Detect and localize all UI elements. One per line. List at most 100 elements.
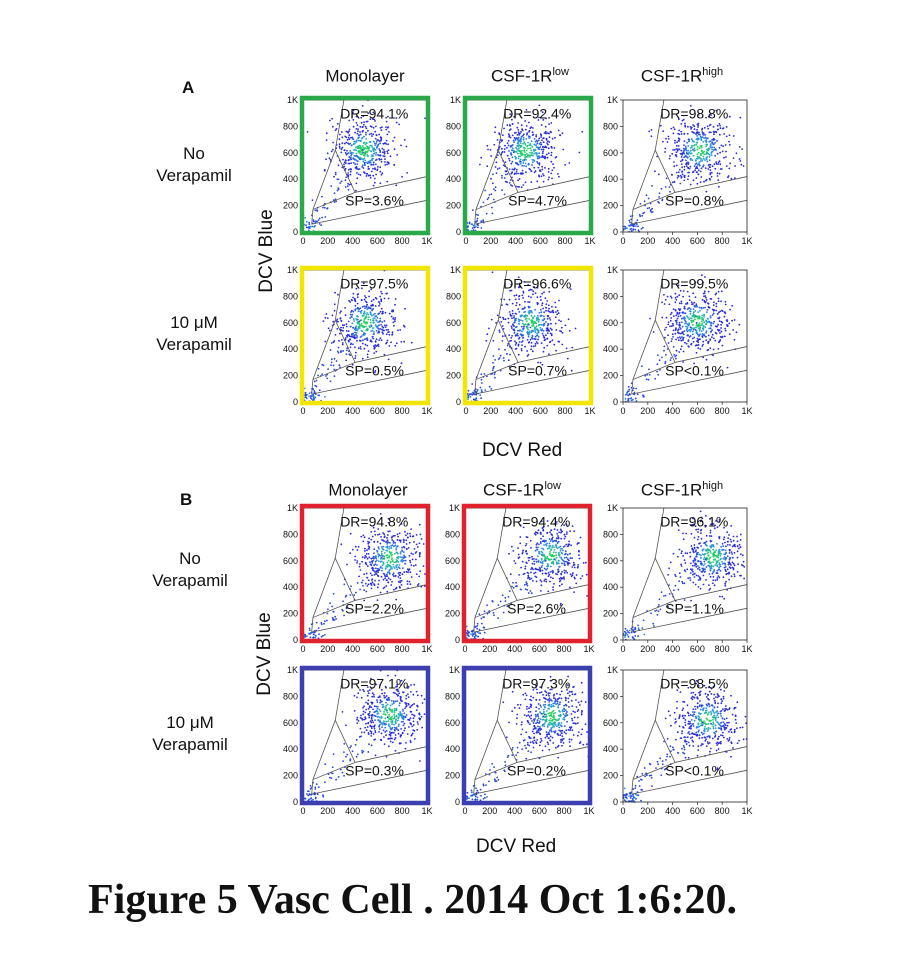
event-point [371, 157, 374, 160]
event-point [404, 307, 406, 310]
event-point [712, 576, 715, 578]
event-point [369, 118, 372, 121]
event-point [517, 129, 520, 131]
event-point [330, 150, 333, 153]
event-point [559, 549, 562, 552]
event-point [718, 311, 720, 314]
event-point [560, 548, 562, 550]
event-point [529, 539, 532, 542]
event-point [309, 636, 312, 639]
event-point [545, 568, 547, 571]
event-point [388, 569, 391, 571]
event-point [536, 542, 539, 545]
event-point [365, 572, 368, 575]
event-point [504, 318, 507, 321]
event-point [379, 182, 382, 185]
event-point [390, 554, 393, 557]
axes-frame [622, 269, 748, 403]
event-point [706, 321, 709, 324]
event-point [356, 339, 358, 342]
event-point [401, 560, 404, 563]
event-point [364, 717, 367, 720]
event-point [377, 583, 380, 585]
event-point [396, 568, 399, 571]
event-point [492, 355, 495, 357]
event-point [396, 533, 399, 536]
event-point [374, 167, 376, 170]
event-point [728, 134, 731, 137]
event-point [694, 163, 697, 165]
event-point [531, 329, 533, 332]
event-point [702, 574, 705, 577]
event-point [716, 325, 718, 328]
event-point [348, 130, 350, 132]
event-point [714, 339, 717, 342]
event-point [684, 125, 687, 128]
event-point [642, 226, 644, 229]
event-point [532, 159, 535, 162]
event-point [709, 173, 712, 176]
event-point [386, 163, 388, 166]
event-point [356, 328, 358, 330]
event-point [682, 532, 684, 535]
event-point [544, 572, 547, 575]
event-point [347, 136, 350, 139]
y-tick-label: 800 [283, 121, 298, 131]
event-point [408, 568, 411, 571]
event-point [715, 332, 718, 335]
event-point [402, 551, 405, 553]
event-point [386, 541, 389, 544]
event-point [551, 544, 554, 547]
event-point [511, 144, 514, 146]
event-point [529, 147, 532, 150]
event-point [661, 301, 663, 304]
x-tick-label: 400 [665, 236, 680, 246]
y-tick-label: 200 [283, 371, 298, 381]
event-point [677, 308, 680, 310]
event-point [672, 132, 675, 135]
event-point [586, 595, 588, 597]
event-point [539, 541, 542, 543]
event-point [708, 156, 711, 158]
event-point [372, 559, 374, 562]
event-point [713, 309, 716, 311]
event-point [706, 143, 709, 146]
event-point [631, 636, 634, 639]
event-point [410, 528, 412, 530]
sp-percentage-label: SP=0.8% [665, 193, 724, 209]
event-point [711, 314, 714, 316]
event-point [377, 555, 380, 558]
event-point [365, 701, 367, 704]
event-point [346, 138, 349, 141]
event-point [374, 340, 377, 342]
event-point [323, 169, 326, 172]
event-point [333, 368, 336, 371]
event-point [530, 314, 533, 317]
event-point [716, 526, 719, 529]
event-point [386, 292, 388, 295]
event-point [559, 528, 562, 531]
event-point [706, 544, 708, 547]
sp-gate-lower-edge [474, 199, 591, 225]
dr-gate-left-edge [312, 507, 345, 618]
event-point [722, 545, 724, 548]
event-point [498, 348, 500, 351]
event-point [516, 148, 519, 151]
event-point [525, 320, 528, 322]
event-point [405, 697, 408, 700]
event-point [714, 564, 717, 566]
event-point [314, 391, 316, 394]
event-point [549, 540, 552, 542]
event-point [674, 301, 677, 304]
event-point [521, 164, 524, 167]
event-point [577, 564, 579, 566]
event-point [531, 131, 534, 134]
event-point [704, 167, 707, 169]
event-point [669, 313, 672, 316]
y-tick-label: 400 [283, 344, 298, 354]
event-point [541, 156, 544, 158]
event-point [696, 340, 698, 343]
event-point [701, 567, 704, 570]
gate-outlines [311, 269, 428, 395]
event-point [711, 336, 713, 338]
